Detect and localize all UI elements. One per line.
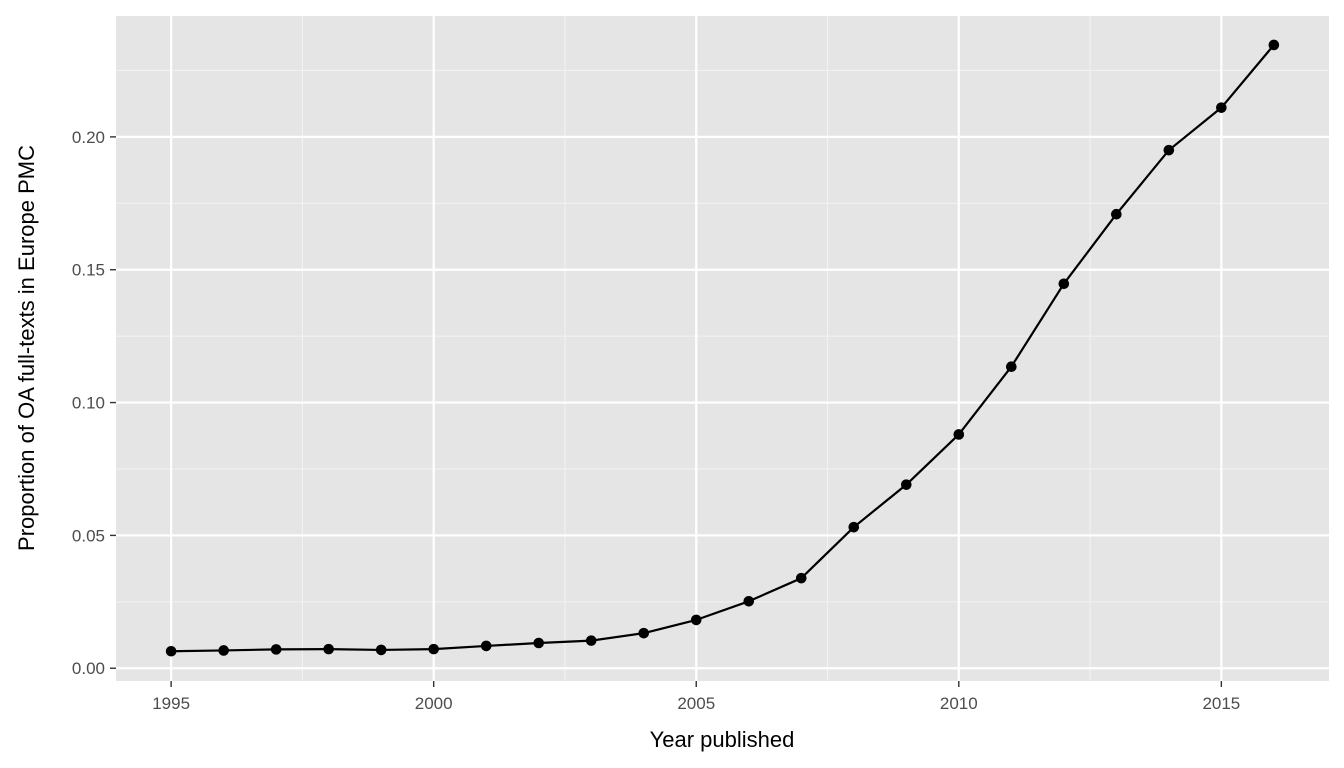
data-point [323, 643, 334, 655]
data-point [1058, 278, 1070, 290]
y-tick-label: 0.20 [72, 128, 105, 147]
major-gridlines [116, 16, 1329, 681]
data-point [690, 614, 702, 626]
data-point [743, 595, 755, 607]
y-tick-label: 0.10 [72, 394, 105, 413]
y-axis-title: Proportion of OA full-texts in Europe PM… [14, 145, 39, 551]
data-point [165, 645, 177, 657]
data-point [585, 635, 597, 646]
y-tick-label: 0.05 [72, 526, 105, 545]
data-point [1268, 39, 1280, 51]
y-tick-label: 0.15 [72, 261, 105, 280]
data-point [953, 429, 965, 440]
minor-gridlines [116, 16, 1329, 681]
x-tick-label: 2005 [677, 694, 715, 713]
x-tick-label: 1995 [152, 694, 190, 713]
series-line [171, 44, 1275, 653]
x-tick-label: 2000 [415, 694, 453, 713]
data-point [218, 645, 229, 656]
data-point [533, 637, 545, 649]
data-point [1006, 361, 1017, 372]
x-tick-label: 2015 [1202, 694, 1240, 713]
x-axis-title: Year published [650, 727, 795, 752]
data-point [638, 627, 650, 639]
data-point [1111, 208, 1122, 220]
data-point [1216, 102, 1227, 113]
data-point [428, 643, 439, 655]
x-axis-tick-labels: 1995 2000 2005 2010 2015 [152, 694, 1240, 713]
data-point [848, 521, 860, 533]
y-axis-tick-labels: 0.00 0.05 0.10 0.15 0.20 [72, 128, 105, 678]
data-point [270, 644, 282, 655]
x-tick-label: 2010 [940, 694, 978, 713]
y-axis-ticks [110, 136, 116, 669]
data-point [900, 479, 912, 490]
y-tick-label: 0.00 [72, 659, 105, 678]
data-point [480, 640, 492, 652]
data-point [375, 644, 387, 656]
x-axis-ticks [170, 681, 1223, 687]
data-point [795, 572, 807, 584]
series-points [165, 39, 1280, 657]
plot-panel [116, 16, 1329, 681]
data-point [1163, 144, 1175, 156]
